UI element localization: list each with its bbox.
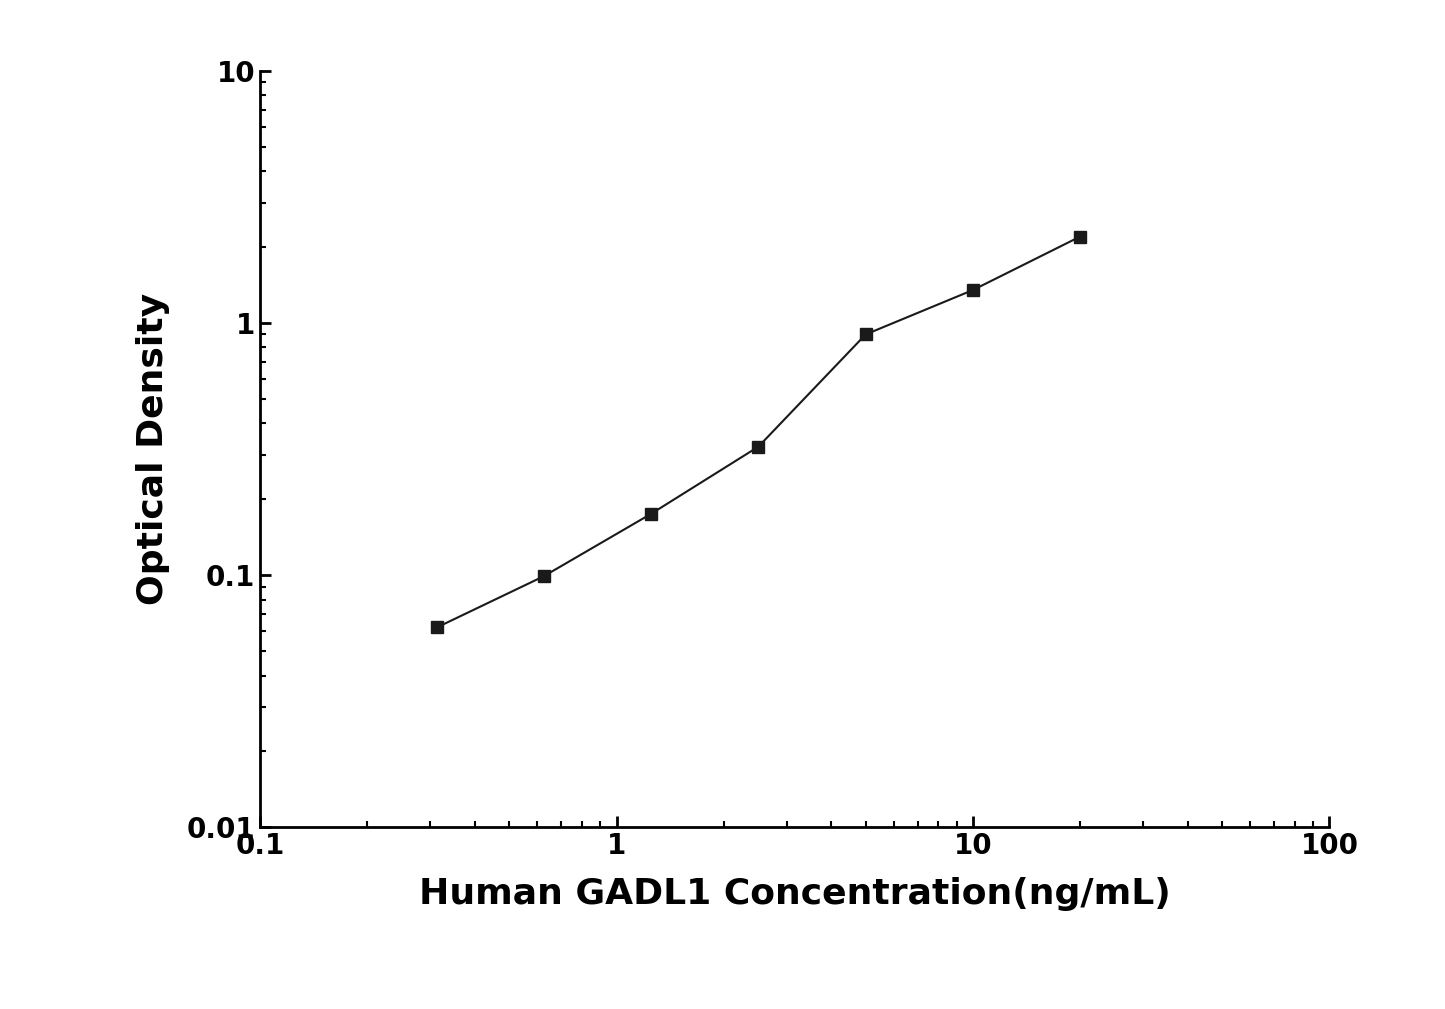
- Y-axis label: Optical Density: Optical Density: [136, 293, 171, 605]
- X-axis label: Human GADL1 Concentration(ng/mL): Human GADL1 Concentration(ng/mL): [419, 877, 1170, 911]
